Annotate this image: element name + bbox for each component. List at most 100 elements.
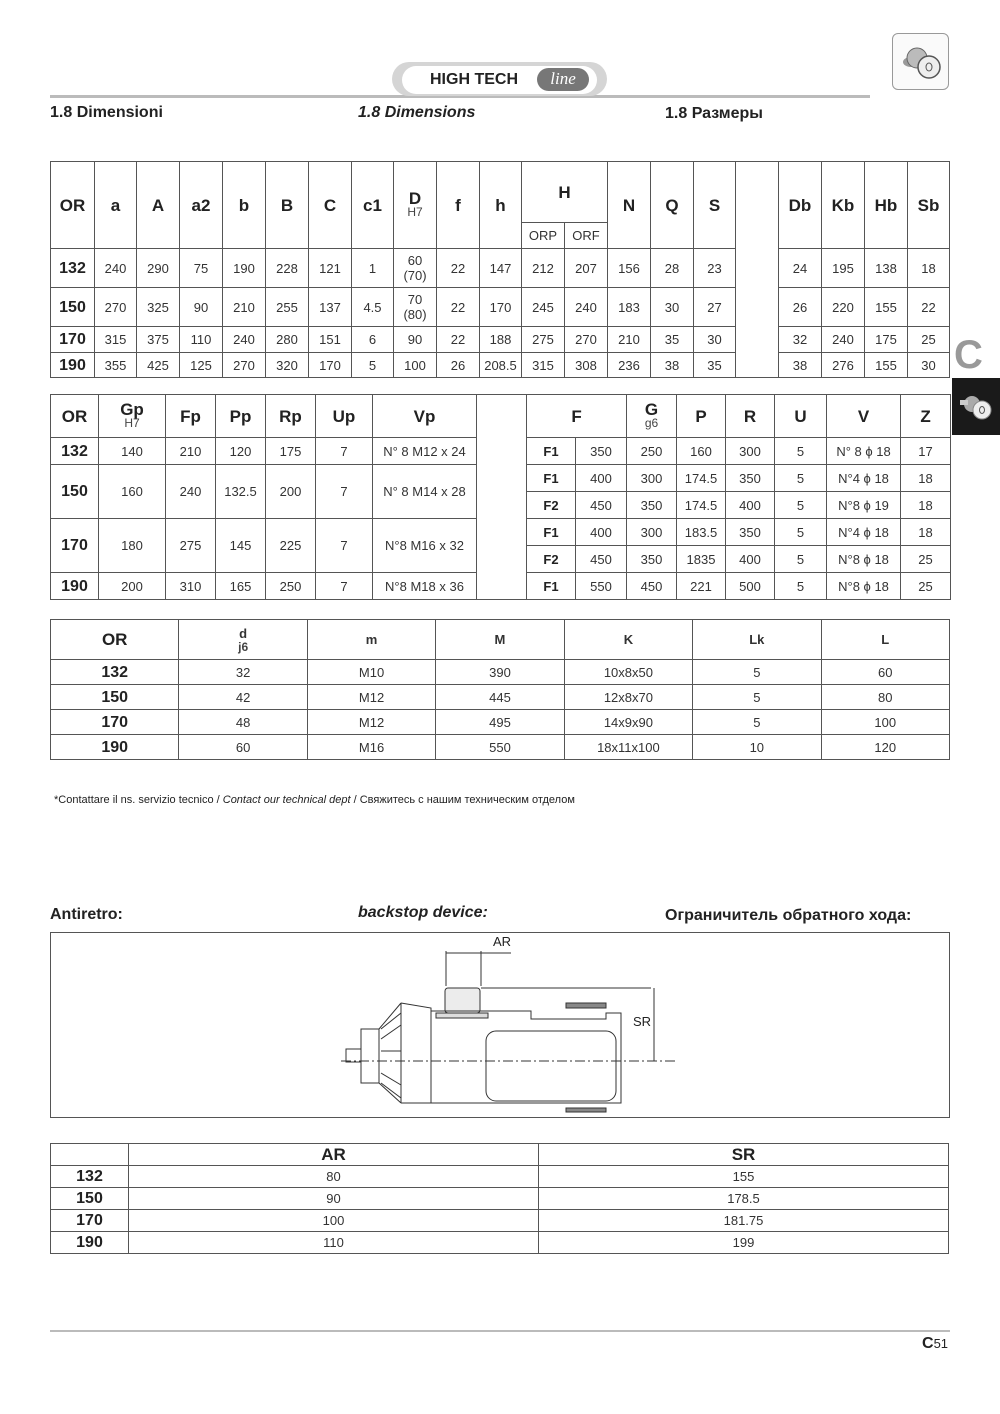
table-cell: 220 xyxy=(821,287,865,327)
table-cell: 308 xyxy=(564,352,608,378)
table-cell: 175 xyxy=(864,326,908,353)
col-header: Fp xyxy=(165,394,216,438)
table-cell: 90 xyxy=(393,326,437,353)
table-cell: 500 xyxy=(725,572,776,600)
table-cell: 38 xyxy=(778,352,822,378)
table-cell: 22 xyxy=(436,287,480,327)
table-cell: 495 xyxy=(435,709,565,735)
flange-label: F2 xyxy=(526,491,576,519)
table-cell: 5 xyxy=(774,437,828,465)
table-cell: 210 xyxy=(165,437,216,465)
table-cell: 190 xyxy=(222,248,266,288)
table-cell: 183.5 xyxy=(676,518,727,546)
page-section: C xyxy=(922,1335,934,1352)
col-header xyxy=(50,1143,129,1166)
table-cell: 236 xyxy=(607,352,651,378)
table-cell: 75 xyxy=(179,248,223,288)
table-cell: 450 xyxy=(574,545,628,573)
col-header: Hb xyxy=(864,161,908,249)
table-cell: 275 xyxy=(521,326,565,353)
table-cell: 170 xyxy=(49,709,180,735)
header-text: d xyxy=(239,625,248,641)
table-cell: 30 xyxy=(907,352,950,378)
section-tab-letter: C xyxy=(954,333,983,377)
table-cell: 212 xyxy=(521,248,565,288)
col-header: b xyxy=(222,161,266,249)
footnote: *Contattare il ns. servizio tecnico / Co… xyxy=(54,794,575,806)
table-cell: 375 xyxy=(136,326,180,353)
col-header: S xyxy=(693,161,736,249)
table-cell: 550 xyxy=(574,572,628,600)
col-header: Lk xyxy=(692,619,822,660)
col-header: Db xyxy=(778,161,822,249)
table-cell: 350 xyxy=(626,491,678,519)
table-cell: 155 xyxy=(864,287,908,327)
title-en: 1.8 Dimensions xyxy=(358,104,476,121)
col-subheader: ORF xyxy=(564,222,608,249)
col-header: h xyxy=(479,161,522,249)
table-cell: 32 xyxy=(178,659,308,685)
table-cell: 250 xyxy=(265,572,316,600)
header-text: D xyxy=(408,189,422,208)
table-cell: 5 xyxy=(774,518,828,546)
col-header: A xyxy=(136,161,180,249)
table-cell: 1 xyxy=(351,248,394,288)
col-header: OR xyxy=(49,619,180,660)
table-cell: 350 xyxy=(725,464,776,492)
table-cell: 42 xyxy=(178,684,308,710)
table-row: 150 42 M12 445 12x8x70 5 80 xyxy=(49,684,951,710)
table-cell: 10 xyxy=(692,734,822,760)
col-header: OR xyxy=(50,161,95,249)
table-cell: 17 xyxy=(900,437,952,465)
table-cell: 174.5 xyxy=(676,464,727,492)
col-header: SR xyxy=(538,1143,949,1166)
table-cell: 110 xyxy=(128,1231,539,1254)
table-cell: 132 xyxy=(50,1165,129,1188)
table-cell: 290 xyxy=(136,248,180,288)
table-cell: 150 xyxy=(50,1187,129,1210)
col-header: V xyxy=(826,394,902,438)
table-cell: 23 xyxy=(693,248,736,288)
table-cell: 221 xyxy=(676,572,727,600)
table-cell: 190 xyxy=(50,1231,129,1254)
table-cell: 7 xyxy=(315,464,373,519)
table-cell: 121 xyxy=(308,248,352,288)
table-cell: 228 xyxy=(265,248,309,288)
table-cell: N° 8 ϕ 18 xyxy=(826,437,902,465)
table-cell: 18x11x100 xyxy=(563,734,694,760)
table-cell: 174.5 xyxy=(676,491,727,519)
table-cell: 325 xyxy=(136,287,180,327)
table-cell: 150 xyxy=(50,287,95,327)
title-it: 1.8 Dimensioni xyxy=(50,104,163,121)
table-cell: N° 8 M14 x 28 xyxy=(372,464,477,519)
table-cell: N°8 M16 x 32 xyxy=(372,518,477,573)
table-cell: 132 xyxy=(49,659,180,685)
table-cell: 145 xyxy=(215,518,266,573)
table-row: 190 200 310 165 250 7 N°8 M18 x 36 F1 550 450 221 5… xyxy=(50,572,952,600)
table-cell: 80 xyxy=(820,684,951,710)
header-sub: H7 xyxy=(124,416,140,430)
table-cell: 170 xyxy=(479,287,522,327)
col-header: Vp xyxy=(372,394,477,438)
table-cell: 151 xyxy=(308,326,352,353)
col-header: D H7 xyxy=(393,161,437,249)
table-cell: 14x9x90 xyxy=(563,709,694,735)
table-cell: 270 xyxy=(94,287,137,327)
flange-label: F1 xyxy=(526,572,576,600)
table-cell: 155 xyxy=(864,352,908,378)
col-header: d j6 xyxy=(178,619,308,660)
table-cell: 5 xyxy=(774,464,828,492)
table-cell: 190 xyxy=(50,352,95,378)
col-header: Sb xyxy=(907,161,950,249)
table-cell: 5 xyxy=(692,659,822,685)
table-cell: 155 xyxy=(538,1165,949,1188)
backstop-drawing: AR SR xyxy=(50,932,950,1118)
table-cell: 181.75 xyxy=(538,1209,949,1232)
table-cell: 5 xyxy=(774,545,828,573)
footnote-en: Contact our technical dept xyxy=(222,794,351,806)
table-cell: 5 xyxy=(774,572,828,600)
table-cell: 350 xyxy=(725,518,776,546)
table-cell: 5 xyxy=(692,684,822,710)
table-cell: 18 xyxy=(900,491,952,519)
